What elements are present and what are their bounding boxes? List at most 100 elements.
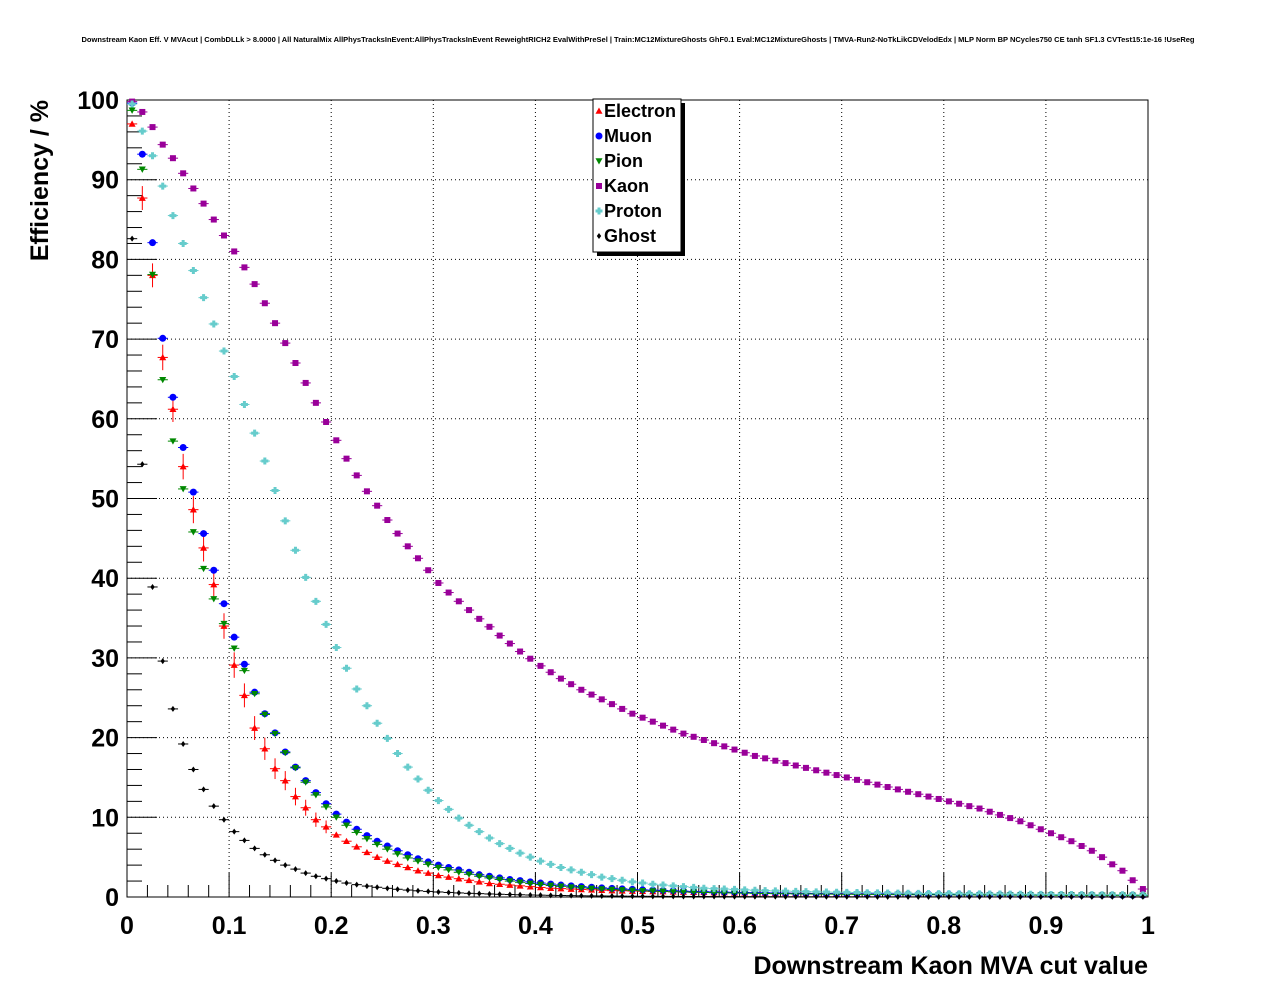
- data-point-kaon: [578, 686, 585, 693]
- data-point-electron: [159, 353, 167, 361]
- data-point-muon: [240, 660, 248, 668]
- data-point-proton: [730, 885, 738, 893]
- y-tick-label: 70: [91, 326, 119, 354]
- data-point-electron: [312, 816, 320, 823]
- data-point-ghost: [1140, 893, 1146, 900]
- x-tick-labels: 0 0.1 0.2 0.3 0.4 0.5 0.6 0.7 0.8 0.9 1: [120, 912, 1155, 940]
- data-point-ghost: [150, 583, 155, 590]
- x-tick-label: 0.3: [416, 912, 451, 940]
- data-point-kaon: [374, 502, 381, 509]
- data-point-kaon: [976, 805, 983, 812]
- data-point-proton: [547, 860, 555, 868]
- data-point-ghost: [916, 893, 921, 900]
- data-point-ghost: [568, 892, 574, 899]
- data-point-ghost: [732, 893, 737, 900]
- data-point-proton: [802, 888, 810, 896]
- data-point-ghost: [589, 892, 594, 899]
- data-point-ghost: [334, 878, 339, 885]
- data-point-kaon: [537, 662, 544, 669]
- legend-marker-pion: [595, 158, 603, 165]
- data-point-pion: [679, 889, 687, 896]
- data-point-pion: [700, 889, 708, 896]
- data-point-kaon: [394, 530, 401, 537]
- data-point-kaon: [608, 701, 615, 708]
- data-point-ghost: [1069, 893, 1074, 900]
- x-tick-label: 0.2: [314, 912, 349, 940]
- data-point-kaon: [353, 472, 360, 479]
- data-point-ghost: [936, 893, 941, 900]
- x-tick-label: 0.9: [1029, 912, 1064, 940]
- y-tick-label: 90: [91, 167, 119, 195]
- data-point-kaon: [721, 743, 728, 750]
- data-point-kaon: [517, 648, 524, 655]
- data-point-ghost: [487, 890, 492, 897]
- x-tick-label: 1: [1141, 912, 1155, 940]
- data-point-pion: [588, 885, 596, 892]
- data-point-proton: [424, 786, 432, 794]
- data-point-proton: [639, 879, 647, 887]
- y-tick-label: 80: [91, 246, 119, 274]
- data-point-pion: [465, 871, 473, 878]
- data-point-kaon: [251, 281, 258, 288]
- data-point-proton: [669, 882, 677, 890]
- data-point-proton: [445, 805, 453, 813]
- data-point-kaon: [833, 772, 840, 779]
- data-point-kaon: [598, 696, 605, 703]
- data-point-kaon: [323, 418, 330, 425]
- data-point-ghost: [170, 705, 176, 712]
- data-point-ghost: [160, 658, 165, 665]
- data-point-kaon: [180, 170, 187, 177]
- y-axis-label: Efficiency / %: [26, 100, 54, 261]
- data-point-ghost: [385, 885, 390, 892]
- data-point-kaon: [619, 705, 626, 712]
- data-point-kaon: [1048, 830, 1055, 837]
- data-point-ghost: [773, 893, 778, 900]
- x-tick-label: 0.4: [518, 912, 553, 940]
- data-point-ghost: [671, 893, 676, 900]
- data-point-proton: [608, 875, 616, 883]
- series-layer: [127, 98, 1148, 900]
- data-point-kaon: [772, 757, 779, 764]
- data-point-pion: [730, 890, 738, 897]
- legend-label-electron: Electron: [604, 101, 676, 121]
- data-point-ghost: [854, 893, 860, 900]
- grid: [127, 100, 1148, 897]
- data-point-electron: [291, 793, 299, 800]
- data-point-kaon: [343, 455, 350, 462]
- data-point-kaon: [894, 786, 901, 793]
- data-point-ghost: [415, 887, 421, 894]
- data-point-proton: [322, 620, 330, 628]
- data-point-kaon: [1078, 842, 1085, 849]
- data-point-kaon: [1007, 815, 1014, 822]
- data-point-kaon: [813, 767, 820, 774]
- data-point-electron: [302, 804, 310, 811]
- data-point-electron: [383, 857, 391, 864]
- y-tick-label: 20: [91, 725, 119, 753]
- data-point-pion: [414, 858, 422, 865]
- data-point-muon: [149, 239, 157, 247]
- y-tick-label: 50: [91, 486, 119, 514]
- data-point-ghost: [1028, 893, 1033, 900]
- data-point-ghost: [1038, 893, 1043, 900]
- series-ghost: [127, 235, 1148, 900]
- data-point-kaon: [169, 155, 176, 162]
- data-point-ghost: [711, 893, 717, 900]
- data-point-kaon: [568, 681, 575, 688]
- data-point-proton: [220, 347, 228, 355]
- data-point-ghost: [436, 888, 441, 895]
- data-point-ghost: [905, 893, 911, 900]
- data-point-proton: [281, 517, 289, 525]
- data-point-kaon: [425, 567, 432, 574]
- data-point-electron: [322, 823, 330, 830]
- legend-label-muon: Muon: [604, 126, 652, 146]
- data-point-kaon: [476, 615, 483, 622]
- data-point-electron: [394, 860, 402, 868]
- data-point-pion: [343, 822, 351, 829]
- data-point-proton: [383, 734, 391, 742]
- legend-marker-kaon: [596, 183, 602, 189]
- data-point-ghost: [262, 851, 268, 858]
- data-point-kaon: [547, 669, 554, 676]
- data-point-kaon: [741, 749, 748, 756]
- data-point-pion: [159, 376, 167, 384]
- data-point-pion: [169, 438, 177, 445]
